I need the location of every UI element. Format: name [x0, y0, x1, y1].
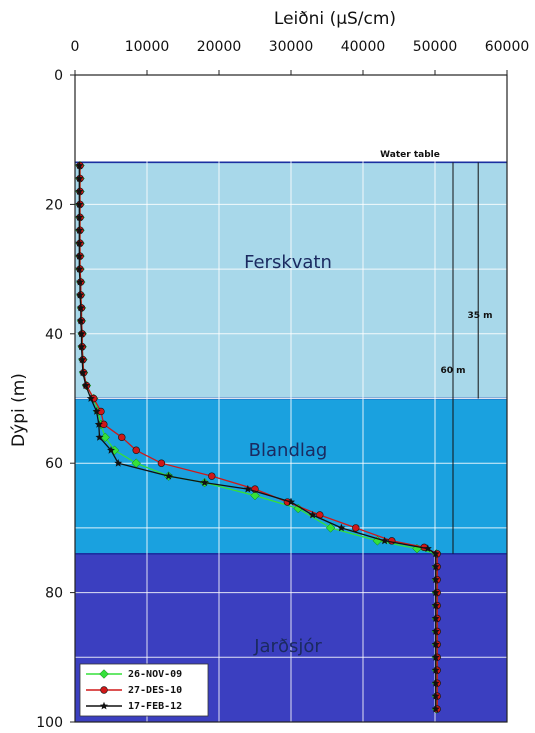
data-point-s2-21 [118, 433, 126, 442]
data-point-s3-38 [431, 627, 440, 635]
series-3 [75, 161, 440, 713]
legend: 26-NOV-09 27-DES-10 17-FEB-12 [79, 663, 209, 717]
data-point-s2-23 [157, 459, 166, 467]
data-point-s3-24 [164, 471, 173, 480]
data-point-s3-23 [114, 459, 123, 467]
data-point-s3-36 [431, 601, 440, 609]
data-point-s3-7 [75, 252, 84, 260]
x-tick-label-1: 10000 [125, 39, 170, 55]
legend-label-series-3: 17-FEB-12 [128, 701, 182, 712]
data-point-s1-21 [100, 432, 110, 443]
data-point-s3-2 [75, 187, 84, 195]
annotation-35m: 35 m [467, 311, 492, 321]
x-tick-label-6: 60000 [485, 39, 530, 55]
data-point-s3-16 [78, 368, 87, 376]
y-tick-label-5: 100 [36, 715, 63, 731]
x-tick-label-0: 0 [71, 39, 80, 55]
data-point-s3-21 [95, 433, 104, 441]
data-point-s3-20 [94, 420, 103, 428]
water-table-label: Water table [380, 150, 440, 160]
data-point-s3-10 [76, 290, 84, 299]
data-point-s3-31 [423, 544, 432, 552]
legend-marker-1 [99, 669, 109, 679]
data-point-s3-26 [243, 484, 252, 493]
data-point-s3-9 [76, 277, 84, 286]
data-point-s3-43 [431, 691, 440, 700]
data-point-s1-28 [325, 523, 336, 533]
annotation-60m: 60 m [440, 366, 465, 376]
y-axis-title: Dýpi (m) [9, 373, 29, 447]
data-point-s3-0 [75, 161, 84, 169]
data-point-s3-13 [77, 329, 86, 338]
legend-entries [86, 669, 122, 710]
data-point-s3-41 [431, 666, 440, 674]
y-tick-label-0: 0 [54, 68, 63, 84]
zone-label-ferskvatn: Ferskvatn [244, 252, 332, 273]
x-tick-label-3: 30000 [269, 39, 314, 55]
legend-label-series-1: 26-NOV-09 [128, 669, 182, 680]
data-point-s3-42 [431, 679, 440, 687]
y-tick-label-3: 60 [45, 456, 63, 472]
data-point-s3-37 [431, 614, 440, 622]
data-point-s3-27 [287, 497, 295, 506]
data-point-s3-17 [81, 381, 90, 389]
data-point-s2-20 [100, 420, 108, 429]
data-point-s2-22 [132, 446, 140, 454]
legend-marker-3 [100, 701, 108, 710]
data-point-s3-19 [92, 407, 101, 415]
y-tick-label-1: 20 [45, 197, 63, 213]
data-point-s3-39 [431, 640, 440, 648]
data-point-s3-34 [431, 575, 440, 584]
data-point-s3-14 [77, 342, 86, 351]
data-point-s3-4 [75, 213, 84, 221]
legend-marker-2 [100, 686, 108, 694]
zone-label-blandlag: Blandlag [249, 440, 328, 461]
data-point-s3-8 [75, 264, 84, 273]
data-point-s3-1 [75, 174, 84, 182]
x-tick-label-4: 40000 [341, 39, 386, 55]
y-tick-label-2: 40 [45, 327, 63, 343]
x-tick-label-2: 20000 [197, 39, 242, 55]
data-point-s3-32 [431, 549, 440, 558]
data-point-s3-30 [380, 536, 389, 545]
annotation-layer [452, 162, 479, 554]
data-point-s3-5 [75, 226, 84, 234]
data-point-s3-18 [86, 394, 95, 402]
data-point-s3-44 [431, 704, 440, 713]
data-point-s3-40 [431, 653, 440, 661]
data-point-s2-28 [352, 524, 360, 532]
data-point-s3-6 [75, 239, 84, 247]
data-point-s3-22 [107, 446, 115, 454]
data-point-s3-15 [78, 355, 87, 364]
y-tick-label-4: 80 [45, 586, 63, 602]
data-point-s3-33 [431, 562, 440, 571]
data-point-s3-3 [75, 200, 84, 208]
x-axis-title: Leiðni (µS/cm) [274, 9, 396, 29]
zone-label-jardsjor: Jarðsjór [253, 636, 322, 657]
data-point-s3-28 [308, 510, 317, 519]
data-point-s2-29 [388, 537, 396, 545]
x-tick-label-5: 50000 [413, 39, 458, 55]
tick-layer: 0 10000 20000 30000 40000 50000 60000 0 20 40 60 80… [36, 39, 529, 731]
data-point-s3-12 [76, 316, 85, 325]
data-point-s2-24 [208, 472, 216, 480]
data-point-s3-35 [431, 588, 440, 596]
data-point-s3-25 [200, 478, 209, 486]
data-point-s1-26 [250, 490, 260, 501]
legend-label-series-2: 27-DES-10 [128, 685, 182, 696]
series-layer [75, 160, 442, 714]
data-point-s3-11 [76, 303, 85, 312]
data-point-s3-29 [337, 523, 346, 532]
